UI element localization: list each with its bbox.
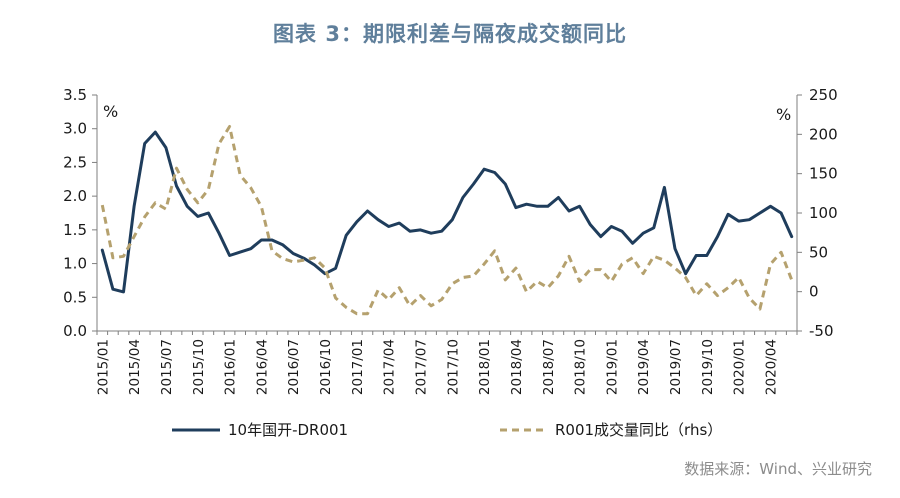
right-y-axis: -50 0 50 100 150 200 250 <box>797 86 838 340</box>
x-tick-label: 2015/07 <box>159 339 175 395</box>
x-tick-label: 2020/01 <box>732 339 748 395</box>
x-tick-label: 2019/04 <box>636 339 652 395</box>
right-tick-label: -50 <box>809 322 834 340</box>
x-tick-label: 2018/01 <box>477 339 493 395</box>
left-tick-label: 0.0 <box>63 322 87 340</box>
x-tick-label: 2017/10 <box>445 339 461 395</box>
right-tick-label: 200 <box>809 125 838 143</box>
right-tick-label: 100 <box>809 204 838 222</box>
x-tick-label: 2015/10 <box>191 339 207 395</box>
series-line-spread <box>100 130 794 294</box>
left-tick-label: 1.5 <box>63 221 87 239</box>
x-tick-label: 2017/07 <box>413 339 429 395</box>
left-tick-label: 1.0 <box>63 255 87 273</box>
x-tick-label: 2017/01 <box>350 339 366 395</box>
left-tick-label: 0.5 <box>63 288 87 306</box>
left-tick-label: 2.5 <box>63 153 87 171</box>
right-tick-label: 150 <box>809 165 838 183</box>
data-source-note: 数据来源：Wind、兴业研究 <box>684 460 872 478</box>
left-tick-label: 3.5 <box>63 86 87 104</box>
left-y-axis: 0.0 0.5 1.0 1.5 2.0 2.5 3.0 3.5 <box>63 86 97 340</box>
chart-title: 图表 3：期限利差与隔夜成交额同比 <box>273 22 627 46</box>
x-tick-label: 2016/10 <box>318 339 334 395</box>
left-tick-label: 3.0 <box>63 120 87 138</box>
chart-axes <box>96 95 798 332</box>
left-tick-label: 2.0 <box>63 187 87 205</box>
left-axis-unit: % <box>103 102 118 121</box>
series-line-r001 <box>100 125 794 316</box>
x-tick-label: 2018/04 <box>509 339 525 395</box>
right-tick-label: 250 <box>809 86 838 104</box>
x-tick-label: 2016/07 <box>286 339 302 395</box>
right-tick-label: 0 <box>809 283 819 301</box>
legend-label-spread: 10年国开-DR001 <box>228 421 348 439</box>
legend: 10年国开-DR001 R001成交量同比（rhs） <box>172 421 722 439</box>
x-tick-label: 2016/04 <box>254 339 270 395</box>
x-tick-label: 2018/07 <box>541 339 557 395</box>
x-tick-label: 2015/04 <box>127 339 143 395</box>
series-lines <box>100 125 794 316</box>
right-tick-label: 50 <box>809 243 828 261</box>
x-tick-label: 2020/04 <box>763 339 779 395</box>
x-tick-label: 2015/01 <box>95 339 111 395</box>
x-tick-label: 2017/04 <box>382 339 398 395</box>
x-tick-label: 2018/10 <box>573 339 589 395</box>
right-axis-unit: % <box>776 105 791 124</box>
x-axis: 2015/01 2015/04 2015/07 2015/10 2016/01 2016/… <box>95 331 798 395</box>
x-tick-label: 2019/10 <box>700 339 716 395</box>
x-tick-label: 2019/07 <box>668 339 684 395</box>
x-tick-label: 2016/01 <box>223 339 239 395</box>
x-tick-label: 2019/01 <box>604 339 620 395</box>
legend-label-r001: R001成交量同比（rhs） <box>555 421 722 439</box>
